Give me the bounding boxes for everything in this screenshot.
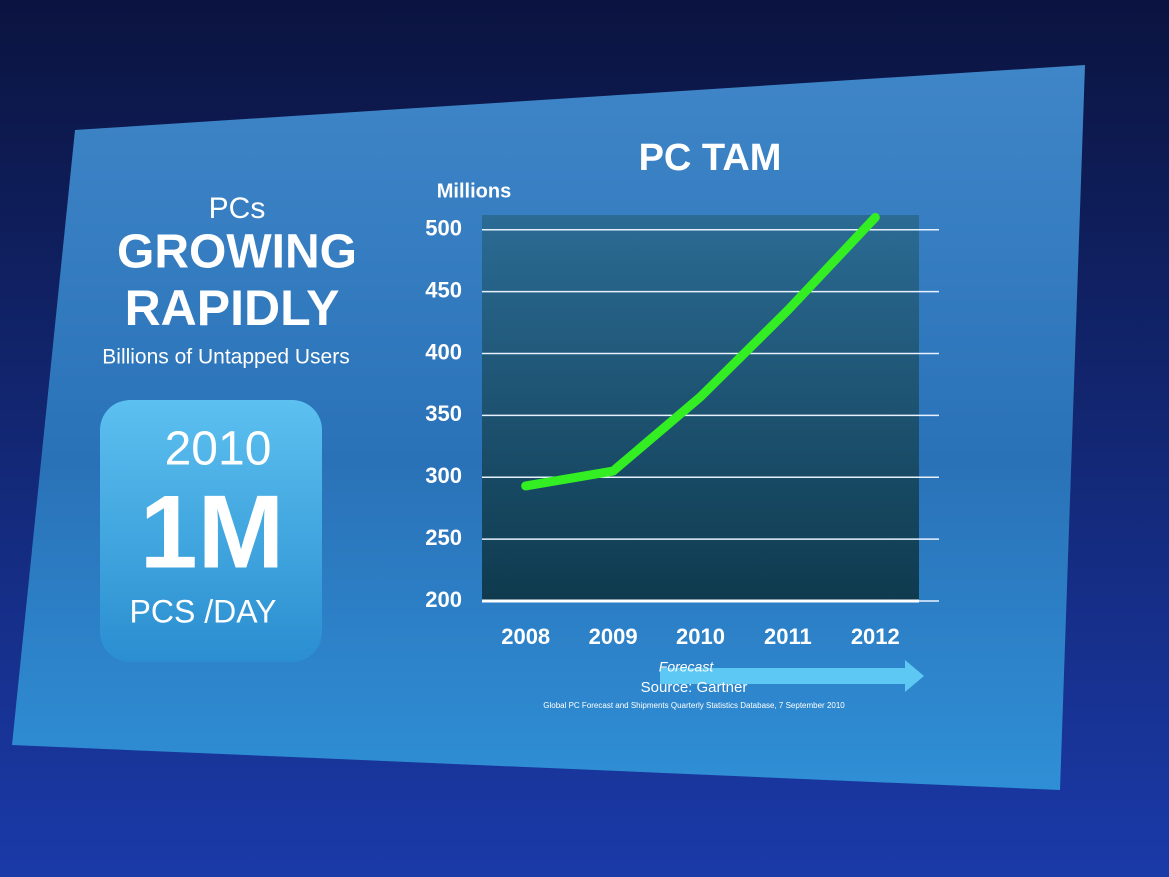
line-series [521,212,880,491]
y-tick-label: 300 [425,463,462,488]
y-tick-label: 450 [425,277,462,302]
y-tick-label: 400 [425,339,462,364]
y-tick-label: 350 [425,401,462,426]
forecast-arrow [660,660,924,692]
headline: GROWING [117,226,357,279]
chart: 200 250 300 350 400 450 500 2008 2009 2010 2011 201… [425,212,939,649]
y-tick-label: 250 [425,525,462,550]
x-tick-label: 2008 [501,624,550,649]
badge [100,400,322,662]
kicker: PCs [209,192,266,225]
x-tick-label: 2010 [676,624,725,649]
badge-year: 2010 [165,423,272,476]
badge-unit: PCS /DAY [130,593,277,629]
forecast-label: Forecast [659,659,715,675]
y-axis-label: Millions [437,180,511,202]
chart-title: PC TAM [639,137,782,179]
x-tick-label: 2011 [764,624,812,649]
x-tick-label: 2012 [851,624,900,649]
y-tick-label: 500 [425,216,462,241]
subhead: Billions of Untapped Users [102,346,349,369]
source: Source: Gartner [641,679,748,696]
x-tick-label: 2009 [589,624,638,649]
badge-figure: 1M [140,474,284,590]
y-tick-label: 200 [425,587,462,612]
headline: RAPIDLY [125,280,340,336]
source-detail: Global PC Forecast and Shipments Quarter… [543,701,845,710]
plot-area [482,215,919,601]
